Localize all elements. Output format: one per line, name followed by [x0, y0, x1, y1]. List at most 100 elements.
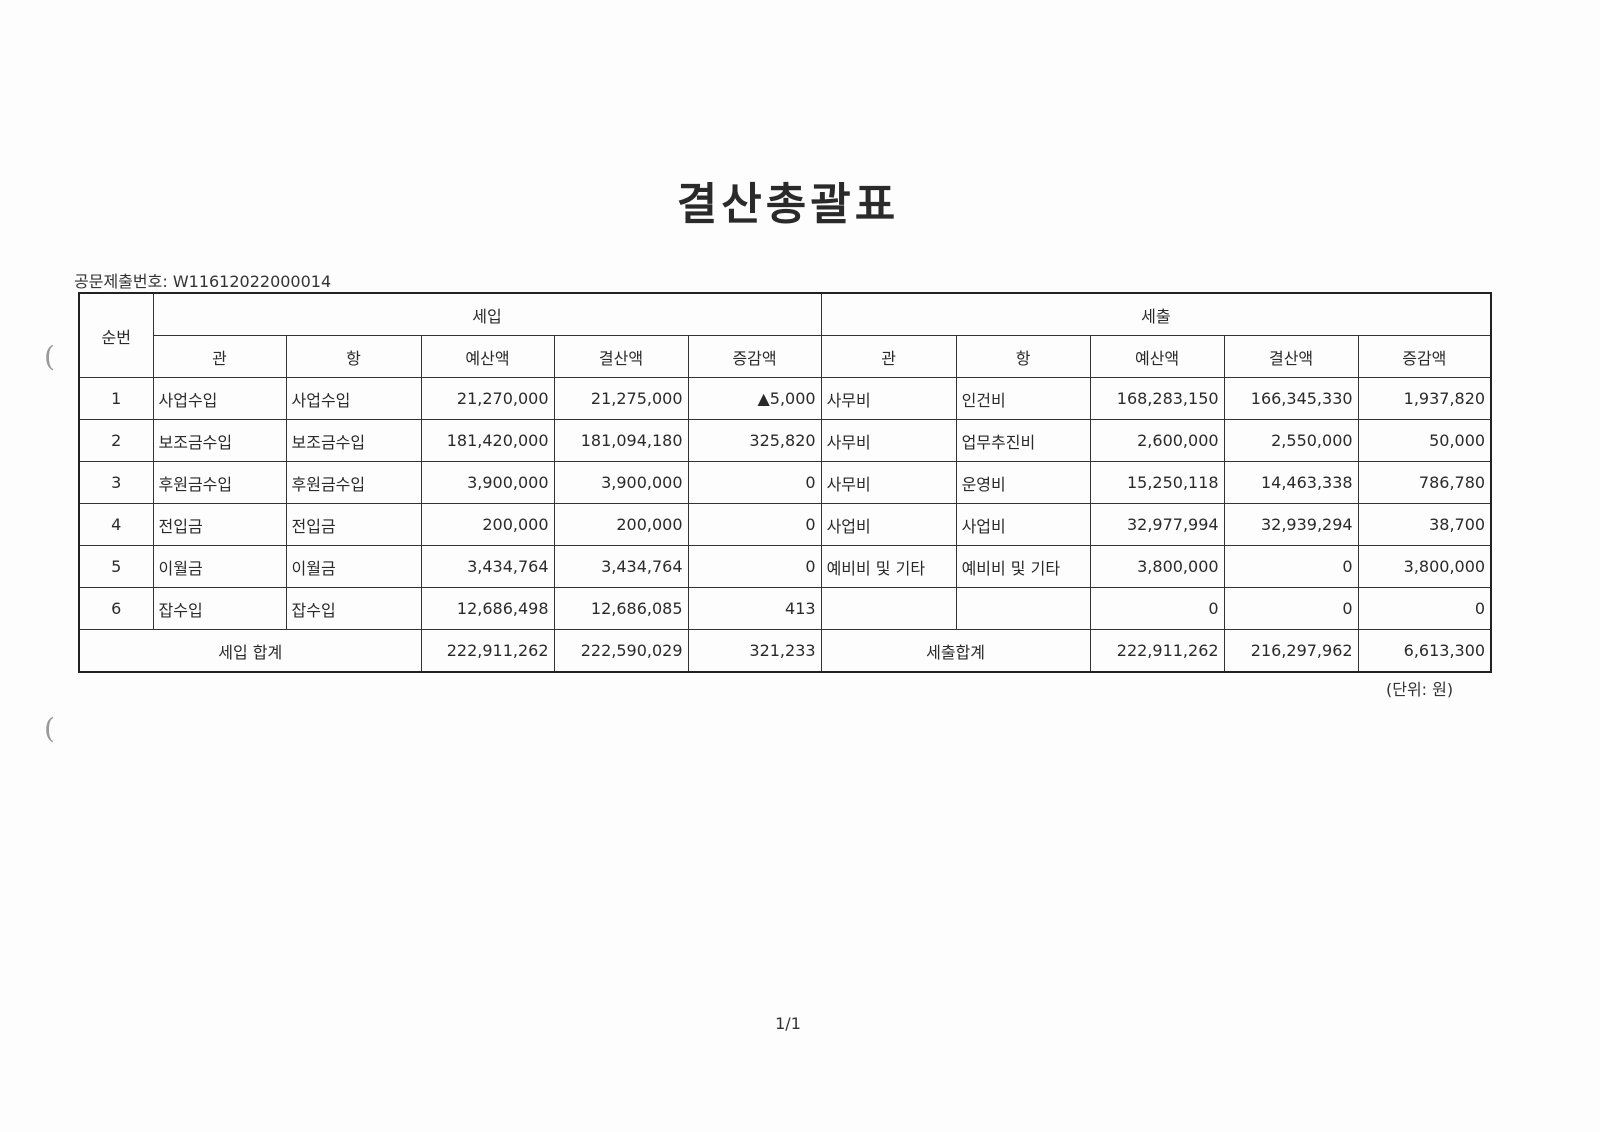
cell-ex-settled: 2,550,000 [1223, 419, 1359, 462]
income-total-budget: 222,911,262 [420, 629, 555, 673]
cell-seq: 6 [78, 587, 154, 630]
header-ex-budget: 예산액 [1089, 335, 1225, 378]
expense-total-label: 세출합계 [820, 629, 1091, 673]
cell-in-budget: 21,270,000 [420, 377, 555, 420]
header-seq: 순번 [78, 292, 154, 378]
header-row-columns: 관 항 예산액 결산액 증감액 관 항 예산액 결산액 증감액 [79, 335, 1492, 378]
cell-ex-gwan: 사업비 [820, 503, 957, 546]
cell-in-gwan: 전입금 [152, 503, 287, 546]
table-row: 6 잡수입 잡수입 12,686,498 12,686,085 413 0 0 0 [78, 587, 1492, 630]
cell-ex-diff: 1,937,820 [1357, 377, 1492, 420]
cell-in-diff: 0 [687, 545, 822, 588]
cell-ex-hang [955, 587, 1091, 630]
expense-total-budget: 222,911,262 [1089, 629, 1225, 673]
cell-in-budget: 181,420,000 [420, 419, 555, 462]
cell-ex-hang: 운영비 [955, 461, 1091, 504]
expense-total-diff: 6,613,300 [1357, 629, 1492, 673]
cell-in-gwan: 잡수입 [152, 587, 287, 630]
cell-in-gwan: 보조금수입 [152, 419, 287, 462]
doc-number-label: 공문제출번호: [74, 272, 168, 291]
cell-seq: 5 [78, 545, 154, 588]
unit-note: (단위: 원) [1386, 680, 1454, 699]
cell-ex-diff: 38,700 [1357, 503, 1492, 546]
document-title: 결산총괄표 [676, 179, 900, 230]
punch-hole-mark: ( [44, 340, 55, 373]
cell-in-diff: ▲5,000 [687, 377, 822, 420]
cell-ex-budget: 3,800,000 [1089, 545, 1225, 588]
cell-in-budget: 3,900,000 [420, 461, 555, 504]
doc-number: 공문제출번호: W11612022000014 [74, 268, 331, 292]
cell-in-hang: 전입금 [285, 503, 422, 546]
header-in-budget: 예산액 [420, 335, 555, 378]
header-ex-gwan: 관 [820, 335, 957, 378]
table-row: 4 전입금 전입금 200,000 200,000 0 사업비 사업비 32,977,994 32… [78, 503, 1492, 546]
cell-ex-gwan: 예비비 및 기타 [820, 545, 957, 588]
header-income: 세입 [152, 292, 822, 336]
cell-ex-gwan: 사무비 [820, 461, 957, 504]
header-ex-diff: 증감액 [1357, 335, 1492, 378]
cell-ex-hang: 인건비 [955, 377, 1091, 420]
income-total-label: 세입 합계 [78, 629, 422, 673]
punch-hole-mark: ( [44, 712, 55, 745]
cell-ex-settled: 166,345,330 [1223, 377, 1359, 420]
cell-ex-hang: 예비비 및 기타 [955, 545, 1091, 588]
cell-ex-gwan: 사무비 [820, 377, 957, 420]
cell-in-gwan: 사업수입 [152, 377, 287, 420]
header-ex-settled: 결산액 [1223, 335, 1359, 378]
cell-ex-hang: 업무추진비 [955, 419, 1091, 462]
cell-in-diff: 0 [687, 503, 822, 546]
doc-number-value: W11612022000014 [172, 272, 332, 291]
cell-in-settled: 21,275,000 [553, 377, 689, 420]
table-row: 3 후원금수입 후원금수입 3,900,000 3,900,000 0 사무비 운영비 15,2… [78, 461, 1492, 504]
cell-ex-diff: 50,000 [1357, 419, 1492, 462]
table-row: 1 사업수입 사업수입 21,270,000 21,275,000 ▲5,000 사무비 인건… [78, 377, 1492, 420]
cell-in-diff: 0 [687, 461, 822, 504]
cell-seq: 3 [78, 461, 154, 504]
cell-in-settled: 12,686,085 [553, 587, 689, 630]
header-in-gwan: 관 [152, 335, 287, 378]
income-total-diff: 321,233 [687, 629, 822, 673]
cell-in-gwan: 후원금수입 [152, 461, 287, 504]
table-row: 2 보조금수입 보조금수입 181,420,000 181,094,180 325,820… [78, 419, 1492, 462]
cell-ex-settled: 14,463,338 [1223, 461, 1359, 504]
totals-row: 세입 합계 222,911,262 222,590,029 321,233 세출… [78, 629, 1492, 673]
cell-in-diff: 413 [687, 587, 822, 630]
header-in-hang: 항 [285, 335, 422, 378]
cell-ex-hang: 사업비 [955, 503, 1091, 546]
header-expense: 세출 [820, 292, 1492, 336]
cell-in-hang: 잡수입 [285, 587, 422, 630]
cell-in-gwan: 이월금 [152, 545, 287, 588]
header-in-settled: 결산액 [553, 335, 689, 378]
cell-in-settled: 3,900,000 [553, 461, 689, 504]
cell-in-budget: 200,000 [420, 503, 555, 546]
cell-ex-diff: 3,800,000 [1357, 545, 1492, 588]
cell-ex-budget: 168,283,150 [1089, 377, 1225, 420]
cell-ex-settled: 0 [1223, 587, 1359, 630]
cell-in-hang: 보조금수입 [285, 419, 422, 462]
cell-in-hang: 후원금수입 [285, 461, 422, 504]
settlement-summary-table: 순번 세입 세출 관 항 예산액 결산액 증감액 관 항 예산액 결산액 증감액… [78, 292, 1493, 673]
cell-ex-budget: 32,977,994 [1089, 503, 1225, 546]
income-total-settled: 222,590,029 [553, 629, 689, 673]
cell-ex-diff: 786,780 [1357, 461, 1492, 504]
cell-in-hang: 이월금 [285, 545, 422, 588]
cell-in-settled: 181,094,180 [553, 419, 689, 462]
cell-ex-gwan [820, 587, 957, 630]
cell-in-diff: 325,820 [687, 419, 822, 462]
header-row-group: 순번 세입 세출 [78, 292, 1492, 378]
cell-in-budget: 12,686,498 [420, 587, 555, 630]
cell-ex-gwan: 사무비 [820, 419, 957, 462]
cell-ex-settled: 32,939,294 [1223, 503, 1359, 546]
header-ex-hang: 항 [955, 335, 1091, 378]
cell-ex-settled: 0 [1223, 545, 1359, 588]
cell-in-settled: 200,000 [553, 503, 689, 546]
expense-total-settled: 216,297,962 [1223, 629, 1359, 673]
table-row: 5 이월금 이월금 3,434,764 3,434,764 0 예비비 및 기타 예비비 및 … [78, 545, 1492, 588]
cell-in-settled: 3,434,764 [553, 545, 689, 588]
cell-in-hang: 사업수입 [285, 377, 422, 420]
cell-seq: 1 [78, 377, 154, 420]
cell-in-budget: 3,434,764 [420, 545, 555, 588]
cell-seq: 2 [78, 419, 154, 462]
page-number: 1/1 [775, 1014, 801, 1033]
cell-ex-budget: 2,600,000 [1089, 419, 1225, 462]
